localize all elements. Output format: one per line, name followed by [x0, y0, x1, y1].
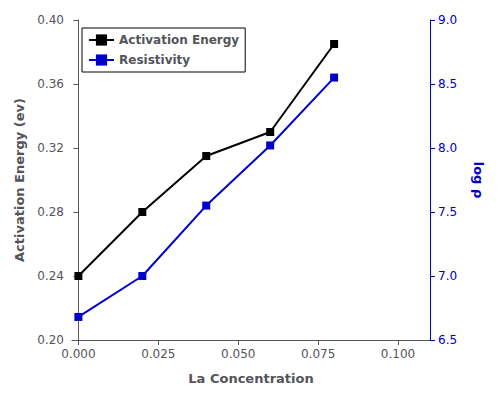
- svg-text:6.5: 6.5: [438, 333, 457, 347]
- svg-text:7.0: 7.0: [438, 269, 457, 283]
- svg-text:8.5: 8.5: [438, 77, 457, 91]
- svg-text:0.20: 0.20: [37, 333, 64, 347]
- svg-text:0.025: 0.025: [141, 347, 175, 361]
- svg-text:9.0: 9.0: [438, 13, 457, 27]
- svg-text:Resistivity: Resistivity: [119, 53, 190, 67]
- svg-text:Activation Energy: Activation Energy: [119, 33, 239, 47]
- svg-text:La Concentration: La Concentration: [188, 371, 313, 386]
- svg-text:0.000: 0.000: [61, 347, 95, 361]
- svg-text:0.100: 0.100: [381, 347, 415, 361]
- svg-text:0.32: 0.32: [37, 141, 64, 155]
- svg-text:7.5: 7.5: [438, 205, 457, 219]
- svg-text:0.075: 0.075: [301, 347, 335, 361]
- svg-text:8.0: 8.0: [438, 141, 457, 155]
- svg-text:0.36: 0.36: [37, 77, 64, 91]
- svg-text:0.40: 0.40: [37, 13, 64, 27]
- svg-text:0.28: 0.28: [37, 205, 64, 219]
- svg-text:0.050: 0.050: [221, 347, 255, 361]
- svg-text:log ρ: log ρ: [471, 162, 486, 199]
- svg-text:0.24: 0.24: [37, 269, 64, 283]
- svg-text:Activation Energy (ev): Activation Energy (ev): [12, 98, 27, 262]
